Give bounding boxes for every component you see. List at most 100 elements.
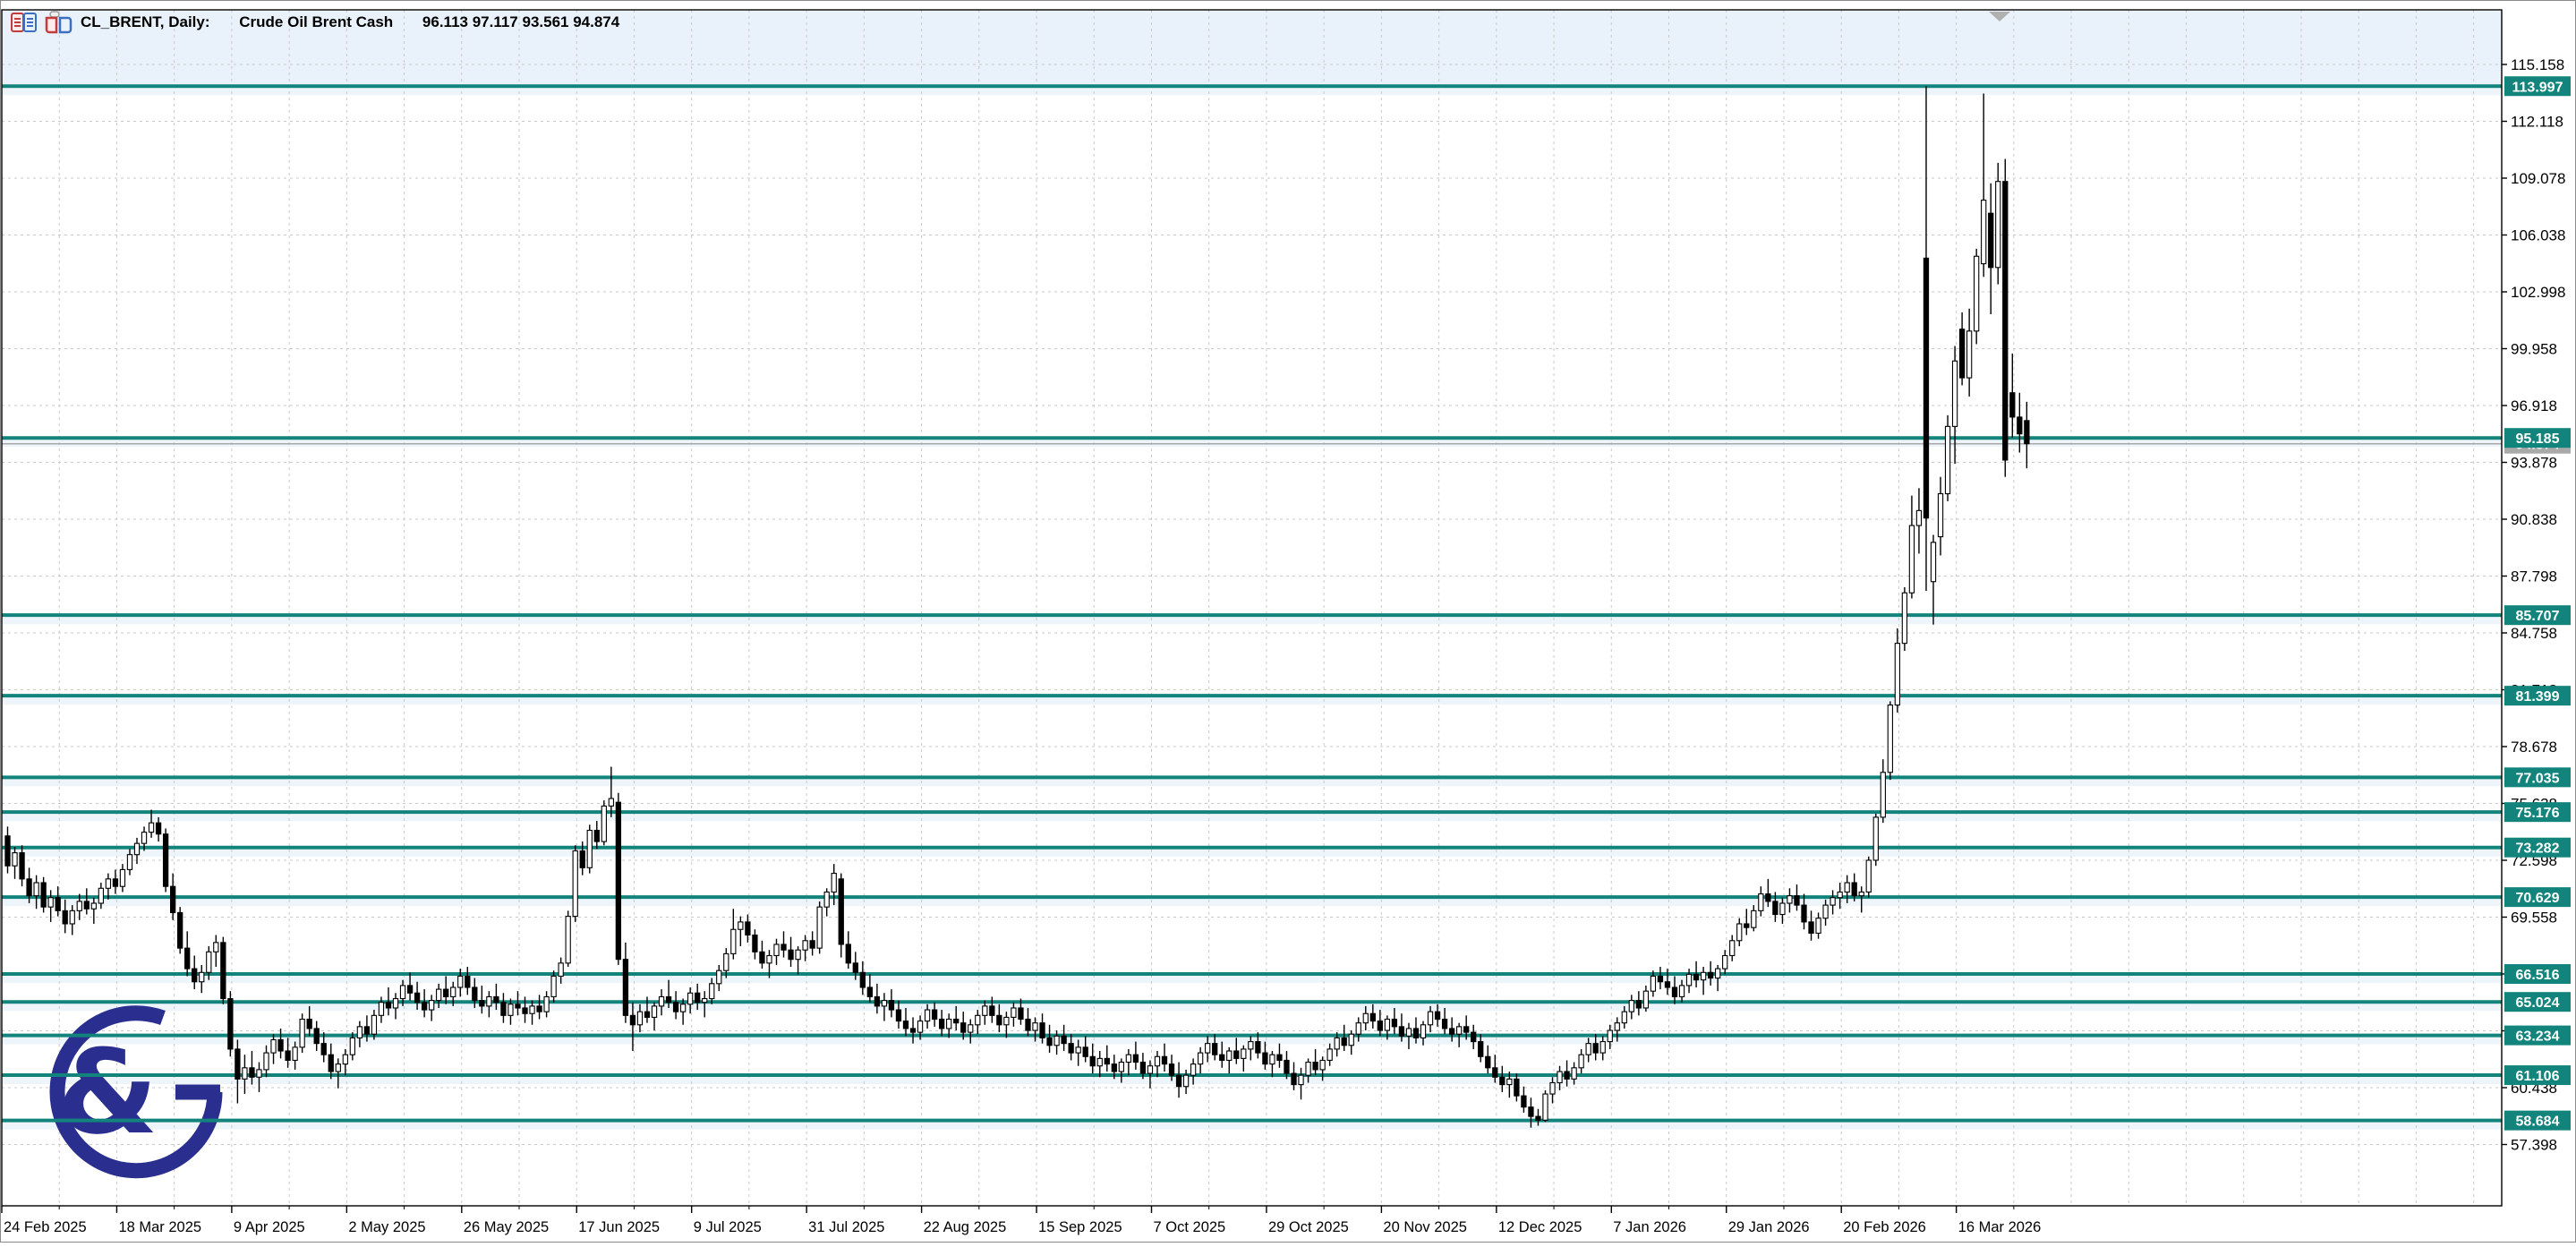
svg-text:70.629: 70.629 bbox=[2516, 891, 2560, 906]
price-tick-label: 93.878 bbox=[2511, 455, 2557, 472]
candle bbox=[1492, 1055, 1498, 1083]
one-click-trading-icon[interactable] bbox=[45, 11, 73, 34]
candle bbox=[730, 909, 737, 960]
ohlc-values: 96.113 97.117 93.561 94.874 bbox=[422, 13, 620, 30]
tint-strip bbox=[2, 976, 2502, 984]
candle bbox=[421, 989, 428, 1018]
candle bbox=[1865, 856, 1872, 898]
price-tick-label: 112.118 bbox=[2511, 114, 2563, 131]
candle bbox=[636, 1004, 644, 1033]
candle bbox=[565, 910, 571, 968]
candle bbox=[658, 989, 665, 1016]
candle bbox=[1808, 910, 1814, 941]
candle bbox=[1585, 1038, 1591, 1063]
svg-text:61.106: 61.106 bbox=[2516, 1069, 2560, 1084]
candle bbox=[1384, 1015, 1391, 1040]
candle bbox=[1729, 935, 1736, 961]
candle bbox=[1758, 886, 1764, 917]
candle bbox=[1025, 1007, 1031, 1037]
candle bbox=[313, 1021, 320, 1052]
candle bbox=[515, 991, 521, 1016]
price-tick-label: 99.958 bbox=[2511, 341, 2557, 358]
candle bbox=[1830, 890, 1836, 915]
candle bbox=[1255, 1032, 1261, 1059]
candle bbox=[1341, 1024, 1347, 1052]
price-tick-label: 57.398 bbox=[2511, 1137, 2557, 1154]
candle bbox=[1456, 1022, 1463, 1047]
candle bbox=[1815, 912, 1821, 939]
date-tick-label: 16 Mar 2026 bbox=[1958, 1219, 2042, 1235]
candle bbox=[1362, 1005, 1369, 1031]
candle bbox=[1621, 1005, 1627, 1029]
date-tick-label: 26 May 2025 bbox=[464, 1219, 549, 1235]
candle bbox=[1197, 1046, 1204, 1074]
market-depth-icon[interactable] bbox=[11, 13, 37, 32]
candle bbox=[1837, 883, 1843, 910]
candle bbox=[924, 1004, 931, 1029]
tint-strip bbox=[2, 697, 2502, 705]
candle bbox=[1765, 878, 1771, 908]
price-axis[interactable]: 115.158 112.118 109.078 106.038 102.998 99.95… bbox=[2502, 56, 2571, 1154]
candle bbox=[270, 1034, 277, 1064]
candle bbox=[931, 1002, 938, 1027]
candle bbox=[1844, 875, 1850, 904]
candle bbox=[1276, 1043, 1283, 1068]
candle bbox=[55, 886, 61, 917]
candle bbox=[486, 991, 492, 1018]
price-tick-label: 78.678 bbox=[2511, 739, 2557, 756]
candle bbox=[1528, 1098, 1534, 1128]
candle bbox=[1298, 1067, 1304, 1100]
level-price-badge: 85.707 bbox=[2504, 605, 2571, 626]
svg-text:75.176: 75.176 bbox=[2516, 806, 2560, 821]
date-axis[interactable]: 24 Feb 2025 18 Mar 2025 9 Apr 2025 2 May 20… bbox=[1, 1206, 2042, 1235]
candle bbox=[529, 1000, 535, 1025]
candle bbox=[1801, 893, 1807, 930]
candle bbox=[90, 897, 97, 924]
candle bbox=[1420, 1021, 1427, 1046]
candle bbox=[1147, 1060, 1154, 1089]
candle bbox=[1974, 248, 1980, 345]
svg-text:73.282: 73.282 bbox=[2516, 841, 2560, 857]
candle bbox=[220, 936, 226, 1004]
candle bbox=[371, 1010, 378, 1040]
candle bbox=[608, 766, 615, 817]
candle bbox=[1506, 1071, 1513, 1098]
svg-text:81.399: 81.399 bbox=[2516, 689, 2560, 705]
chart-shift-marker[interactable] bbox=[1989, 12, 2010, 21]
candle bbox=[759, 940, 765, 969]
candle bbox=[1851, 873, 1857, 901]
candle bbox=[709, 978, 715, 1004]
candle bbox=[342, 1048, 348, 1076]
candle bbox=[508, 998, 514, 1025]
candle bbox=[558, 957, 564, 984]
date-tick-label: 29 Oct 2025 bbox=[1268, 1219, 1349, 1235]
date-tick-label: 29 Jan 2026 bbox=[1728, 1219, 1810, 1235]
candle bbox=[953, 1005, 960, 1031]
candle bbox=[1542, 1089, 1548, 1123]
candle bbox=[1011, 1002, 1017, 1027]
candle bbox=[1880, 759, 1886, 824]
tint-strip bbox=[2, 814, 2502, 822]
candle bbox=[148, 809, 155, 838]
candle bbox=[522, 996, 528, 1023]
candle bbox=[593, 821, 600, 850]
candle bbox=[47, 890, 54, 922]
candle bbox=[119, 864, 126, 893]
candle bbox=[1564, 1060, 1570, 1087]
candle bbox=[1535, 1108, 1541, 1126]
candle bbox=[888, 989, 895, 1018]
date-tick-label: 31 Jul 2025 bbox=[808, 1219, 884, 1235]
tint-strip bbox=[2, 779, 2502, 787]
candle bbox=[2002, 158, 2009, 477]
candle bbox=[1082, 1036, 1088, 1063]
candle bbox=[1499, 1065, 1506, 1092]
candle bbox=[1046, 1024, 1053, 1054]
candle bbox=[881, 993, 888, 1021]
candle bbox=[249, 1051, 255, 1085]
candle bbox=[177, 907, 183, 954]
candle bbox=[809, 931, 815, 956]
date-tick-label: 9 Apr 2025 bbox=[234, 1219, 305, 1235]
candle bbox=[1132, 1041, 1139, 1070]
